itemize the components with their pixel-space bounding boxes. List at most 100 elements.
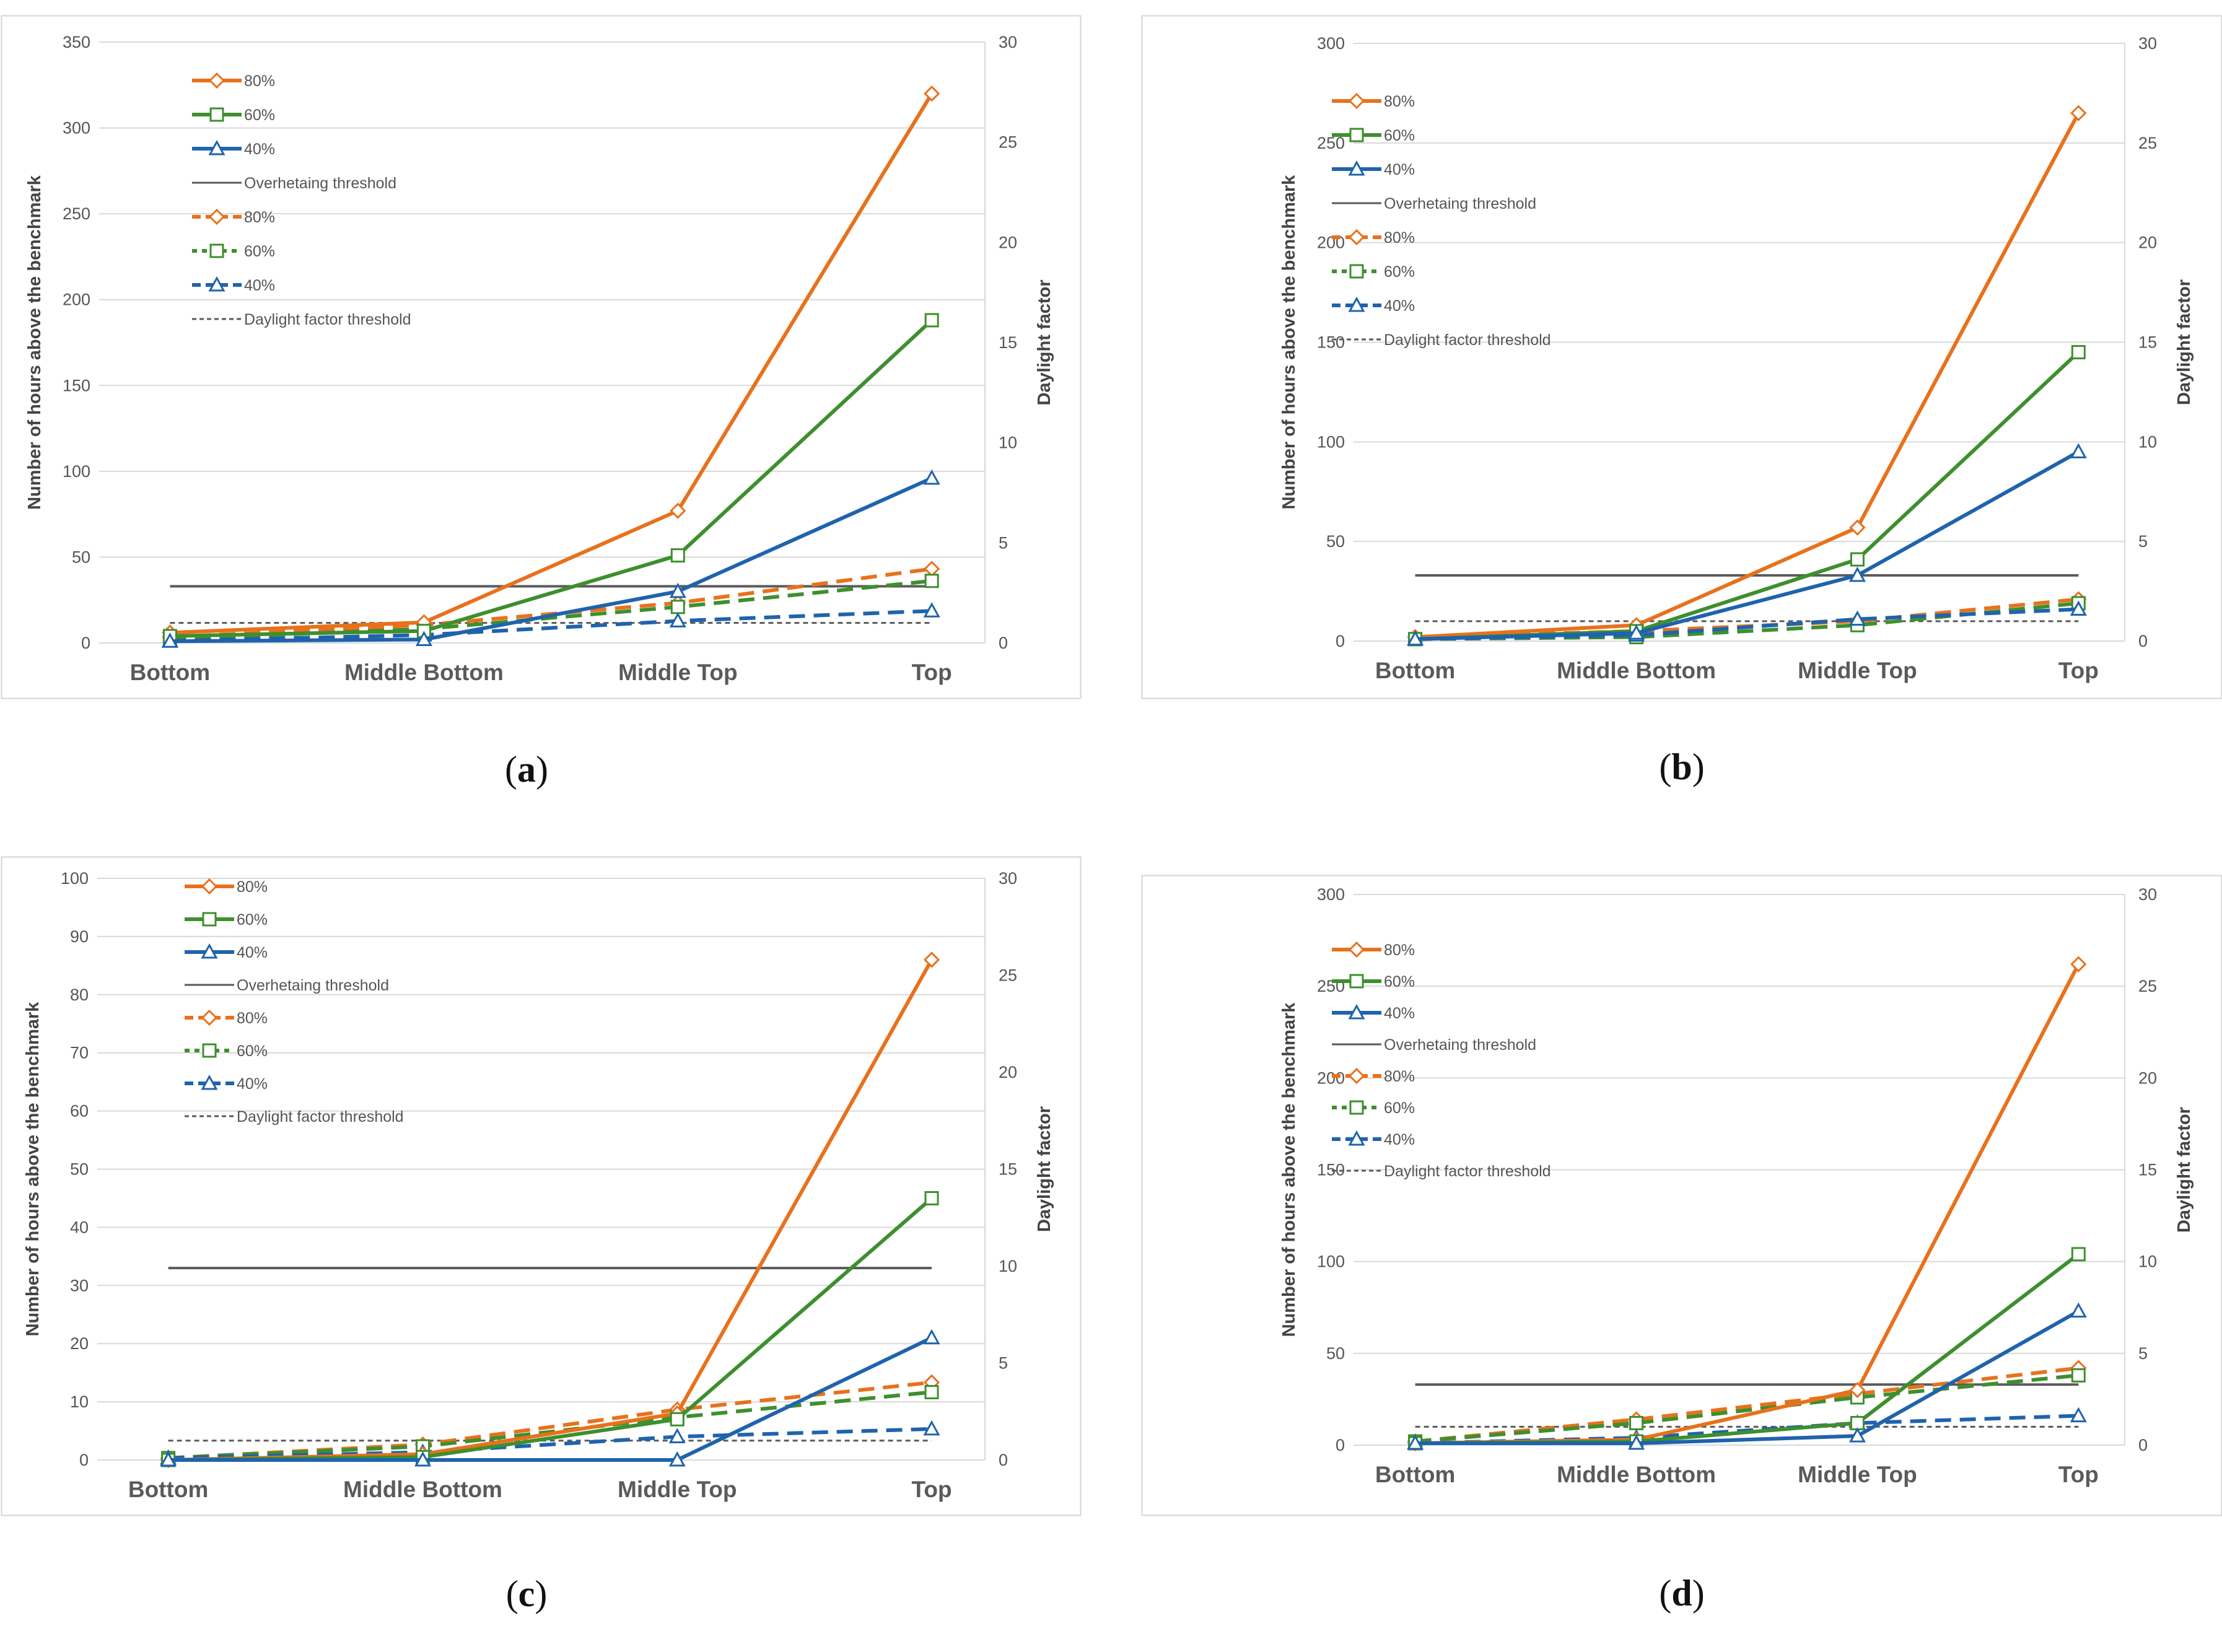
hours-point-green [670,548,685,563]
legend-label: Daylight factor threshold [1384,331,1551,349]
y2-tick-label: 10 [2138,432,2157,451]
y-axis-label: Number of hours above the benchmark [25,175,45,510]
legend-label: 40% [237,1075,268,1093]
panel-label: (c) [506,1573,548,1614]
x-tick-label: Middle Top [618,660,738,685]
legend-label: 40% [237,944,268,961]
legend-label: 80% [1384,229,1415,247]
hours-series-green [168,1197,933,1462]
hours-series-blue [170,476,933,644]
hours-point-orange [923,951,940,968]
y2-axis-label: Daylight factor [1034,279,1054,405]
y2-tick-label: 15 [999,1160,1017,1179]
legend-marker [202,1043,217,1058]
y2-tick-label: 20 [999,233,1017,251]
hours-series-orange [1415,112,2080,639]
legend-label: 60% [244,107,275,124]
daylight-point-green [1629,1415,1644,1430]
hours-point-blue [1628,624,1645,640]
legend: 80% 60% 40% Overhetaing threshold 80% 60% 40% D… [185,878,404,1125]
y2-tick-label: 25 [999,133,1017,152]
daylight-point-green [924,1384,939,1399]
legend-label: 60% [1384,127,1415,144]
daylight-series-blue [168,1427,932,1460]
daylight-point-blue [669,612,686,627]
hours-point-green [2071,1247,2086,1262]
legend-label: 80% [237,878,268,896]
legend-marker [1348,1067,1365,1085]
y-tick-label: 150 [1317,333,1345,352]
y2-axis-label: Daylight factor [2174,279,2194,405]
hours-point-blue [1848,1427,1866,1443]
chart-frame [1141,875,2222,1516]
legend-label: 80% [1384,93,1415,110]
y-tick-label: 100 [1317,1252,1345,1271]
y-tick-label: 300 [1317,885,1345,904]
hours-point-blue [1848,566,1866,582]
y-tick-label: 250 [63,204,90,223]
legend-label: Overhetaing threshold [244,175,396,192]
y2-tick-label: 30 [2138,34,2157,53]
daylight-series-green [1415,1373,2079,1444]
x-tick-label: Bottom [128,1477,208,1502]
y-axis-label: Number of hours above the benchmark [1279,1002,1299,1337]
y2-tick-label: 25 [2138,134,2157,152]
hours-point-blue [2070,1302,2087,1318]
daylight-point-green [2071,1368,2086,1383]
panel-label: (b) [1659,746,1704,787]
hours-point-blue [414,1451,432,1467]
chart-panel-a: 0 50 100 150 200 250 300 350 0 5 10 15 20 25 30 Bottom M… [1,15,1082,790]
x-tick-label: Bottom [130,660,210,685]
hours-point-green [1850,552,1865,567]
y2-tick-label: 5 [2138,532,2148,551]
y2-tick-label: 15 [2138,1161,2157,1179]
y2-axis-label: Daylight factor [1034,1106,1054,1232]
y-tick-label: 0 [79,1451,89,1469]
legend-marker [1349,1100,1364,1115]
legend-marker [1348,229,1365,246]
legend-marker [209,243,224,258]
y2-tick-label: 30 [2138,885,2157,904]
y-tick-label: 350 [63,33,90,51]
y-axis-label: Number of hours above the benchmark [1279,175,1299,510]
y-tick-label: 60 [70,1102,89,1121]
hours-point-blue [668,1451,686,1467]
y-tick-label: 40 [70,1218,89,1236]
hours-series-orange [168,958,934,1462]
y-tick-label: 200 [63,291,90,309]
hours-series-green [1415,351,2080,641]
y-tick-label: 80 [70,986,89,1004]
daylight-point-green [924,574,939,588]
legend-label: 60% [244,243,275,260]
legend-label: Overhetaing threshold [1384,195,1536,212]
y2-tick-label: 15 [999,333,1017,352]
legend-marker [1348,1003,1365,1020]
hours-series-blue [1415,450,2080,641]
legend-marker [1348,160,1365,176]
legend-marker [1348,296,1365,312]
chart-frame [1141,15,2222,699]
hours-point-green [924,1191,939,1205]
y-tick-label: 100 [1317,432,1345,451]
x-tick-label: Top [2058,1462,2099,1487]
daylight-point-blue [923,602,940,618]
hours-point-green [670,1412,685,1427]
legend-label: 80% [244,209,275,226]
y2-tick-label: 25 [2138,977,2157,995]
legend-marker [201,1009,218,1026]
legend-marker [1349,128,1364,142]
legend-marker [201,943,218,959]
legend-label: Daylight factor threshold [244,311,411,328]
hours-point-orange [2070,105,2087,121]
hours-point-blue [1628,1434,1645,1450]
legend-label: 40% [244,277,275,294]
y2-tick-label: 10 [999,434,1017,452]
legend-marker [208,208,225,225]
legend-marker [201,1074,218,1090]
y-tick-label: 70 [70,1044,89,1062]
y-tick-label: 50 [1326,1344,1345,1363]
chart-frame [1,856,1082,1516]
